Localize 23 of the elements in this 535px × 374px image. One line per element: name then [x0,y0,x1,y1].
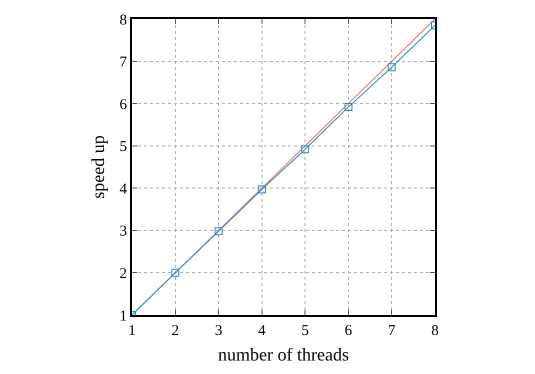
point [344,102,352,111]
y-tick-label: 6 [120,96,128,113]
y-tick-label: 2 [120,266,127,282]
y-axis-title: speed up [88,135,108,199]
x-axis-title: number of threads [218,344,349,365]
y-tick-label: 4 [120,181,128,198]
y-tick-label: 8 [120,12,127,28]
y-tick-label: 1 [120,308,127,324]
x-tick-label: 5 [301,323,309,339]
x-tick-label: 8 [431,323,439,339]
x-tick-label: 7 [388,323,396,339]
x-tick-label: 3 [214,323,222,339]
point [258,185,266,194]
y-tick-label: 7 [120,54,128,71]
x-tick-label: 6 [344,323,353,339]
point [214,227,223,236]
point [388,63,396,72]
y-tick-label: 5 [120,139,127,156]
y-tick-label: 3 [120,224,127,240]
point [301,145,310,154]
x-tick-label: 2 [172,323,180,339]
point [171,268,180,277]
x-tick-label: 4 [258,323,266,339]
